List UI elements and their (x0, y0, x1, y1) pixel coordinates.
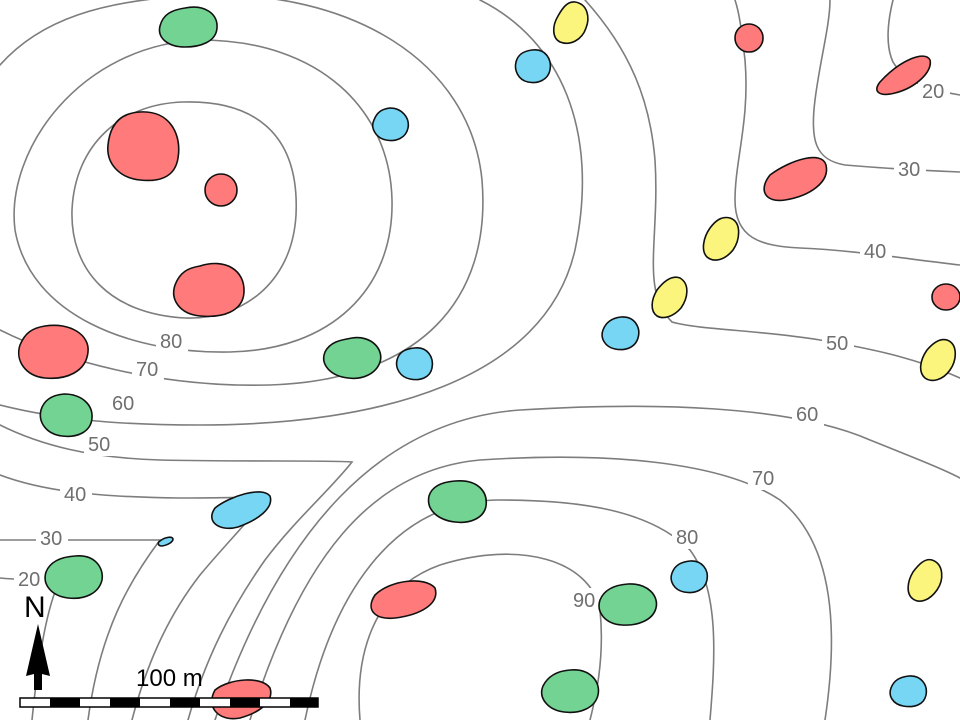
contour-labels: 20 30 40 50 60 70 80 90 60 70 80 50 40 3… (14, 79, 950, 612)
green-marker[interactable] (39, 393, 93, 438)
contour-label: 40 (864, 241, 886, 263)
contour-label: 80 (160, 331, 182, 353)
contour-label: 50 (88, 434, 110, 456)
north-arrow-icon (26, 624, 50, 690)
red-marker[interactable] (734, 23, 764, 53)
yellow-marker[interactable] (552, 1, 589, 44)
contour-label: 60 (796, 404, 818, 426)
contour-label: 30 (898, 159, 920, 181)
red-marker[interactable] (370, 580, 437, 620)
red-marker[interactable] (763, 156, 828, 202)
green-marker[interactable] (541, 669, 600, 714)
contour-label: 40 (64, 484, 86, 506)
contour-line (734, 0, 960, 266)
contour-label: 20 (922, 81, 944, 103)
yellow-marker[interactable] (651, 276, 688, 319)
contour-line (584, 0, 960, 379)
contour-label: 60 (112, 393, 134, 415)
contour-label: 50 (826, 333, 848, 355)
blue-marker[interactable] (211, 491, 272, 529)
green-marker[interactable] (158, 6, 218, 48)
blue-marker[interactable] (371, 107, 410, 142)
yellow-marker[interactable] (907, 558, 943, 602)
contour-label: 70 (136, 359, 158, 381)
green-marker[interactable] (44, 555, 104, 600)
red-marker[interactable] (173, 262, 245, 318)
red-marker[interactable] (931, 283, 960, 311)
contour-line (358, 553, 603, 720)
contour-label: 20 (18, 569, 40, 591)
contour-line (249, 456, 833, 720)
red-marker[interactable] (204, 173, 238, 207)
contour-line (13, 39, 393, 353)
north-arrow: N (24, 591, 50, 690)
green-marker[interactable] (323, 336, 382, 380)
contour-label: 70 (752, 468, 774, 490)
red-marker[interactable] (107, 111, 180, 182)
contour-label: 30 (40, 528, 62, 550)
yellow-marker[interactable] (702, 216, 740, 261)
blue-marker[interactable] (670, 560, 709, 594)
contour-line (214, 405, 960, 720)
red-marker[interactable] (18, 324, 89, 380)
markers (18, 1, 960, 720)
contour-line (0, 0, 584, 426)
contour-line (304, 499, 715, 720)
scale-label: 100 m (136, 665, 203, 692)
green-marker[interactable] (427, 480, 487, 524)
blue-marker[interactable] (514, 49, 552, 84)
north-label: N (24, 591, 46, 624)
blue-marker[interactable] (889, 675, 928, 708)
blue-marker[interactable] (395, 347, 434, 381)
yellow-marker[interactable] (919, 338, 957, 382)
scale-bar: 100 m (19, 665, 319, 708)
contour-line (71, 101, 297, 319)
contour-line (0, 0, 484, 387)
blue-marker[interactable] (601, 316, 640, 351)
blue-marker[interactable] (157, 536, 174, 547)
contour-label: 90 (573, 590, 595, 612)
green-marker[interactable] (598, 583, 658, 626)
contour-label: 80 (676, 527, 698, 549)
red-marker[interactable] (876, 55, 931, 96)
